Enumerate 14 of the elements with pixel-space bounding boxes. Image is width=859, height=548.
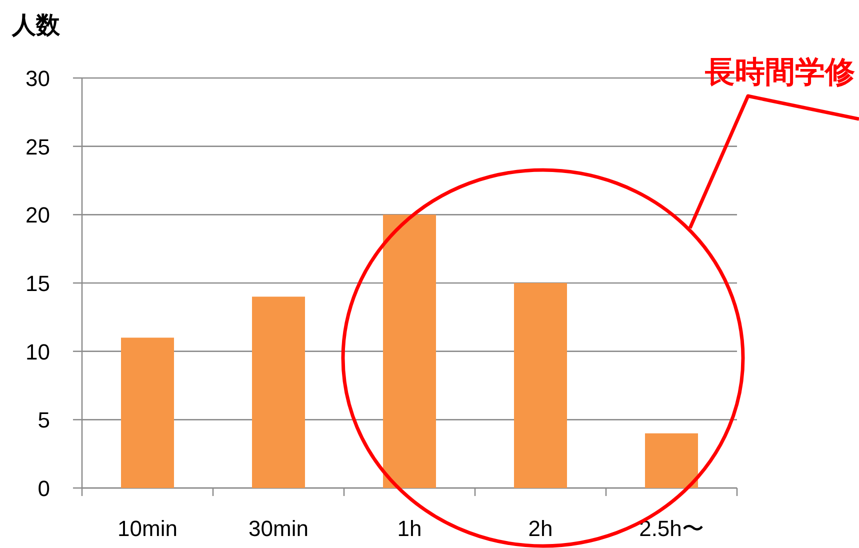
x-tick-label: 30min bbox=[248, 516, 308, 541]
y-tick-label: 0 bbox=[38, 476, 50, 501]
x-tick-label: 2h bbox=[528, 516, 553, 541]
x-tick-label: 10min bbox=[118, 516, 178, 541]
y-tick-label: 30 bbox=[26, 66, 50, 91]
x-tick-label: 1h bbox=[397, 516, 422, 541]
y-tick-label: 25 bbox=[26, 134, 50, 160]
y-tick-label: 20 bbox=[26, 202, 50, 228]
y-tick-label: 15 bbox=[26, 271, 50, 296]
annotation: 長時間学修 bbox=[704, 56, 855, 89]
x-tick-label: 2.5h〜 bbox=[639, 516, 704, 541]
y-tick-label: 5 bbox=[38, 408, 50, 433]
y-tick-label: 10 bbox=[26, 339, 50, 364]
y-axis-title: 人数 bbox=[11, 12, 61, 39]
